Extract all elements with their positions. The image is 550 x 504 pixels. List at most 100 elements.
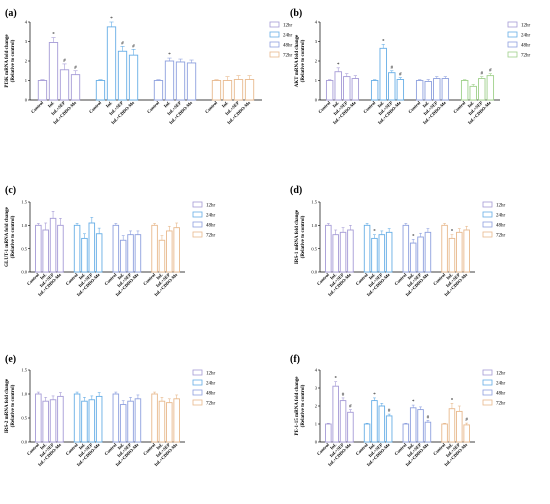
x-tick-label: Control xyxy=(362,100,377,115)
legend-label: 72hr xyxy=(206,402,216,407)
legend-label: 48hr xyxy=(496,392,506,397)
bar xyxy=(127,400,134,443)
bar xyxy=(233,79,244,101)
x-tick-label: Inf. xyxy=(467,100,475,108)
significance-mark: # xyxy=(74,66,77,71)
chart-panel-e: (e) IRS-2 mRNA fold change (Relative to co… xyxy=(5,354,216,467)
legend-swatch xyxy=(482,399,493,406)
panel-label: (e) xyxy=(5,354,16,365)
bar xyxy=(402,423,410,443)
bar xyxy=(409,407,417,443)
x-tick-label: Inf. xyxy=(155,272,163,280)
significance-mark: # xyxy=(121,41,124,46)
legend-swatch xyxy=(192,231,203,238)
y-axis-label-line2: (Relative to control) xyxy=(301,39,306,82)
y-tick-label: 1 xyxy=(25,78,27,83)
bar xyxy=(88,399,96,443)
bar xyxy=(351,78,360,101)
legend-swatch xyxy=(269,21,280,28)
legend-label: 72hr xyxy=(496,234,506,239)
bar xyxy=(119,239,127,273)
y-axis-label-line2: (Relative to control) xyxy=(301,384,306,427)
bar xyxy=(95,80,106,101)
significance-mark: # xyxy=(342,393,345,398)
significance-mark: # xyxy=(427,415,430,420)
x-tick-label: Inf. xyxy=(329,442,337,450)
bar xyxy=(417,409,424,443)
chart-panel-f: (f) PE-1-15 mRNA fold change (Relative to … xyxy=(290,354,506,467)
bar xyxy=(371,237,378,273)
legend-label: 24hr xyxy=(496,382,506,387)
bar xyxy=(166,402,173,443)
significance-mark: * xyxy=(412,234,415,239)
y-tick-label: 3 xyxy=(25,39,28,44)
x-tick-label: Control xyxy=(146,100,161,115)
bar xyxy=(164,60,175,101)
bar xyxy=(186,62,197,101)
legend-label: 12hr xyxy=(206,372,216,377)
bar xyxy=(456,410,463,443)
legend-swatch xyxy=(192,399,203,406)
x-tick-label: Inf. xyxy=(368,272,376,280)
bar xyxy=(37,80,48,101)
x-tick-label: Inf. xyxy=(105,100,113,108)
y-axis-label-line2: (Relative to control) xyxy=(11,384,16,427)
legend-label: 48hr xyxy=(496,224,506,229)
significance-mark: * xyxy=(412,400,415,405)
legend-swatch xyxy=(192,201,203,208)
y-tick-label: 0 xyxy=(25,98,28,103)
bar xyxy=(153,80,164,101)
y-tick-label: 0.0 xyxy=(311,270,317,275)
legend-swatch xyxy=(482,231,493,238)
bar xyxy=(385,231,393,273)
y-axis-label-line2: (Relative to control) xyxy=(301,215,306,258)
legend-swatch xyxy=(482,221,493,228)
bar xyxy=(158,400,166,443)
bar xyxy=(151,393,158,443)
bar xyxy=(460,80,469,101)
significance-mark: * xyxy=(382,39,385,44)
y-axis-title: AKT mRNA fold change (Relative to control… xyxy=(295,34,306,87)
y-axis-title: IRS-1 mRNA fold change (Relative to contr… xyxy=(295,209,306,264)
bar xyxy=(81,400,88,443)
bar xyxy=(158,239,166,273)
y-tick-label: 0 xyxy=(315,98,318,103)
bar xyxy=(339,231,347,273)
bar xyxy=(371,400,378,443)
bar xyxy=(332,234,339,273)
y-tick-label: 1 xyxy=(315,78,317,83)
y-tick-label: 0.5 xyxy=(311,246,317,251)
bar xyxy=(81,237,88,273)
significance-mark: # xyxy=(489,69,492,74)
bar xyxy=(456,231,463,273)
bar xyxy=(35,224,42,273)
x-tick-label: Inf. xyxy=(368,442,376,450)
bar xyxy=(88,222,96,273)
x-tick-label: Inf. xyxy=(445,272,453,280)
bar xyxy=(463,229,470,273)
x-tick-label: Inf. xyxy=(422,100,430,108)
bar xyxy=(73,224,81,273)
legend-label: 48hr xyxy=(206,224,216,229)
y-axis-title: PI3K mRNA fold change (Relative to contro… xyxy=(5,34,16,88)
legend-swatch xyxy=(269,31,280,38)
y-axis-label-line1: PI3K mRNA fold change xyxy=(5,34,10,88)
y-axis-label-line1: IRS-1 mRNA fold change xyxy=(295,209,300,264)
legend-swatch xyxy=(482,379,493,386)
x-tick-label: Inf. xyxy=(78,442,86,450)
legend-swatch xyxy=(482,369,493,376)
y-tick-label: 1.5 xyxy=(21,200,27,205)
legend-swatch xyxy=(192,221,203,228)
bar xyxy=(134,398,142,443)
y-tick-label: 1.0 xyxy=(21,392,27,397)
y-tick-label: 4 xyxy=(315,20,318,25)
bar xyxy=(478,78,486,101)
y-tick-label: 0.0 xyxy=(21,440,27,445)
legend-swatch xyxy=(192,389,203,396)
bar xyxy=(433,78,441,101)
x-tick-label: Inf. xyxy=(39,272,47,280)
y-tick-label: 1.5 xyxy=(311,200,317,205)
bar xyxy=(424,81,432,101)
bar xyxy=(378,405,386,443)
y-tick-label: 0.0 xyxy=(21,270,27,275)
